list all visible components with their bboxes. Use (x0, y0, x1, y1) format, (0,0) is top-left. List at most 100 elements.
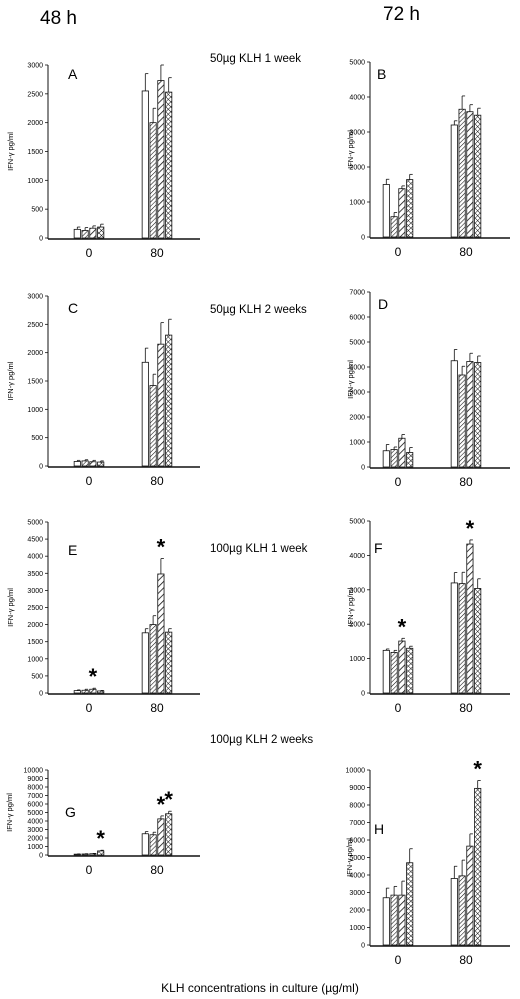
panel-b-y-tick-label: 1000 (349, 200, 365, 207)
panel-f-significance-star: * (398, 614, 407, 639)
panel-b-y-tick-label: 3000 (349, 130, 365, 137)
panel-e-y-tick-label: 2500 (27, 605, 43, 612)
panel-h-y-tick-label: 2000 (349, 908, 365, 915)
panel-a-bar (149, 122, 157, 239)
panel-c-bar (149, 385, 157, 467)
panel-e-x-tick-label: 0 (86, 701, 93, 715)
panel-f-bar (406, 647, 414, 694)
panel-e-y-axis-label: IFN-γ pg/ml (6, 588, 15, 627)
panel-d-bar (474, 362, 482, 468)
panel-a-y-tick-label: 2000 (27, 120, 43, 127)
panel-a-x-tick-label: 0 (86, 246, 93, 260)
panel-f-bar (450, 582, 458, 694)
panel-d-y-tick-label: 2000 (349, 415, 365, 422)
panel-b-bar (390, 216, 398, 238)
panel-g-bar (97, 850, 105, 856)
panel-b-x-tick-label: 80 (459, 245, 473, 259)
panel-h-bar (466, 845, 474, 946)
panel-g-bar (165, 813, 173, 856)
panel-f-y-axis-label: IFN-γ pg/ml (346, 587, 355, 626)
panel-h-y-tick-label: 9000 (349, 785, 365, 792)
panel-d-x-tick-label: 80 (459, 475, 473, 489)
panel-h-bar (458, 875, 466, 946)
column-header-48h: 48 h (40, 8, 77, 29)
panel-d-y-tick-label: 7000 (349, 290, 365, 297)
panel-d-letter: D (378, 296, 388, 312)
panel-g-significance-star: * (157, 792, 166, 817)
panel-g-y-axis-label: IFN-γ pg/ml (5, 793, 14, 832)
x-axis-title: KLH concentrations in culture (µg/ml) (161, 981, 359, 995)
panel-c-bar (73, 461, 81, 467)
panel-c-y-tick-label: 3000 (27, 294, 43, 301)
panel-b-y-tick-label: 5000 (349, 60, 365, 67)
panel-f-y-tick-label: 5000 (349, 519, 365, 526)
panel-f-y-tick-label: 2000 (349, 622, 365, 629)
panel-b-bar (466, 111, 474, 238)
panel-h-bar (406, 862, 414, 946)
panel-c-bar (89, 461, 97, 467)
panel-b-y-axis-label: IFN-γ pg/ml (346, 130, 355, 169)
panel-a-bar (97, 226, 105, 239)
panel-d-x-tick-label: 0 (395, 475, 402, 489)
panel-h-bar (474, 787, 482, 946)
panel-d-y-tick-label: 0 (361, 465, 365, 472)
panel-h-x-tick-label: 0 (395, 953, 402, 967)
panel-c-letter: C (68, 300, 78, 316)
panel-d-y-tick-label: 4000 (349, 365, 365, 372)
panel-c-y-tick-label: 1500 (27, 379, 43, 386)
panel-c-bar (141, 361, 149, 467)
panel-h-y-axis-label: IFN-γ pg/ml (345, 838, 354, 877)
panel-f-y-tick-label: 4000 (349, 553, 365, 560)
panel-g-x-tick-label: 80 (150, 863, 164, 877)
panel-c-bar (97, 461, 105, 467)
panel-d-y-tick-label: 1000 (349, 440, 365, 447)
panel-e-y-tick-label: 500 (31, 673, 43, 680)
panel-d-bar (398, 437, 406, 468)
panel-d-bar (466, 361, 474, 468)
panel-g-significance-star: * (164, 787, 173, 812)
panel-c-y-tick-label: 1000 (27, 407, 43, 414)
panel-e-bar (157, 573, 165, 694)
panel-h-y-tick-label: 3000 (349, 890, 365, 897)
panel-e-y-tick-label: 5000 (27, 520, 43, 527)
panel-c-y-tick-label: 2500 (27, 322, 43, 329)
panel-b-bar (398, 188, 406, 238)
panel-f-x-tick-label: 80 (459, 701, 473, 715)
panel-e-y-tick-label: 0 (39, 691, 43, 698)
panel-c-y-tick-label: 2000 (27, 350, 43, 357)
panel-b-bar (406, 179, 414, 238)
panel-e-bar (149, 624, 157, 694)
panel-g-bar (157, 818, 165, 856)
panel-g-y-tick-label: 2000 (27, 836, 43, 843)
panel-a-bar (89, 227, 97, 239)
panel-f-y-tick-label: 0 (361, 691, 365, 698)
panel-b-x-tick-label: 0 (395, 245, 402, 259)
panel-a-y-tick-label: 500 (31, 207, 43, 214)
panel-c-condition-label: 50µg KLH 2 weeks (210, 304, 307, 316)
panel-f-significance-star: * (466, 516, 475, 541)
panel-a-bar (165, 91, 173, 239)
panel-d-y-tick-label: 6000 (349, 315, 365, 322)
panel-e-y-tick-label: 1500 (27, 639, 43, 646)
panel-h-significance-star: * (473, 757, 482, 782)
panel-d-bar (382, 450, 390, 468)
panel-c-x-tick-label: 0 (86, 474, 93, 488)
panel-h-y-tick-label: 1000 (349, 925, 365, 932)
panel-d-bar (390, 449, 398, 468)
panel-c-bar (165, 334, 173, 467)
panel-g-y-tick-label: 0 (39, 853, 43, 860)
panel-c-y-tick-label: 500 (31, 435, 43, 442)
panel-f-bar (382, 649, 390, 694)
panel-h-y-tick-label: 8000 (349, 803, 365, 810)
panel-g-y-tick-label: 1000 (27, 844, 43, 851)
panel-d-bar (406, 452, 414, 468)
panel-f-bar (398, 640, 406, 694)
panel-g-y-tick-label: 6000 (27, 802, 43, 809)
panel-h-bar (450, 878, 458, 946)
panel-a-bar (141, 90, 149, 239)
panel-e-y-tick-label: 4000 (27, 554, 43, 561)
panel-e-bar (81, 689, 89, 694)
panel-d-y-tick-label: 5000 (349, 340, 365, 347)
panel-a-bar (157, 80, 165, 239)
panel-g-y-tick-label: 9000 (27, 776, 43, 783)
